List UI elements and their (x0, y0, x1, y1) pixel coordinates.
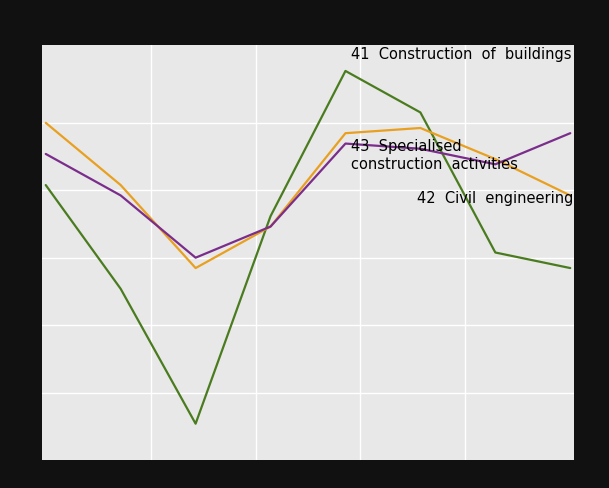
Text: 42  Civil  engineering: 42 Civil engineering (417, 191, 573, 206)
Text: 43  Specialised
construction  activities: 43 Specialised construction activities (351, 139, 518, 171)
Text: 41  Construction  of  buildings: 41 Construction of buildings (351, 46, 572, 61)
